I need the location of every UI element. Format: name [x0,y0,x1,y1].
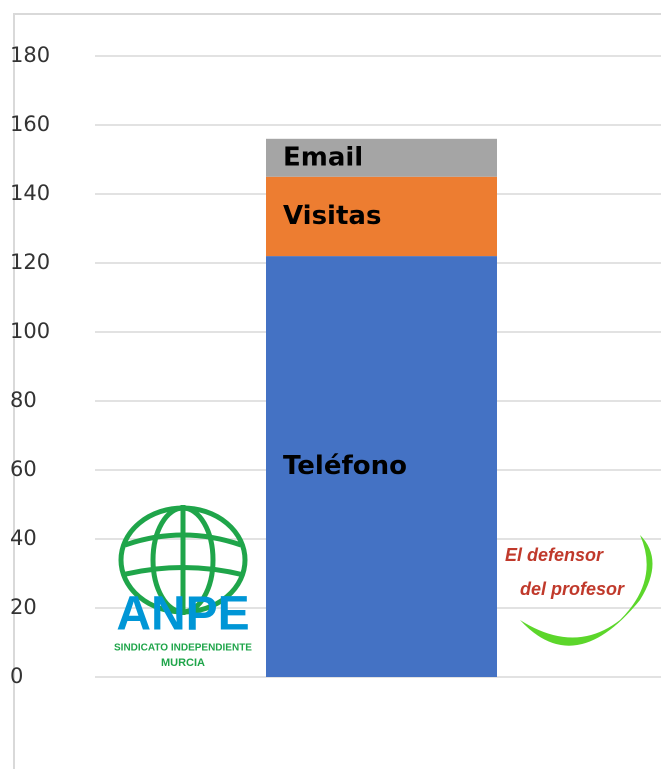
y-tick-label: 0 [10,664,23,688]
y-tick-label: 40 [10,526,37,550]
defensor-logo: El defensor del profesor [505,535,653,646]
y-tick-label: 100 [10,319,50,343]
y-tick-label: 140 [10,181,50,205]
logo-text: del profesor [520,579,625,599]
chart-frame [13,13,661,769]
segment-label: Email [283,142,363,172]
segment-label: Teléfono [283,451,407,481]
y-tick-label: 80 [10,388,37,412]
bar-segment [266,256,497,677]
y-tick-label: 180 [10,43,50,67]
y-tick-label: 60 [10,457,37,481]
y-tick-label: 120 [10,250,50,274]
bar-segment [266,138,497,177]
y-tick-label: 160 [10,112,50,136]
logo-text: MURCIA [161,657,205,669]
logo-text: ANPE [116,588,249,641]
logo-text: SINDICATO INDEPENDIENTE [114,643,252,654]
bar-segment [266,176,497,257]
logo-text: El defensor [505,545,604,565]
y-tick-label: 20 [10,595,37,619]
anpe-logo: ANPE SINDICATO INDEPENDIENTE MURCIA [114,505,252,669]
segment-label: Visitas [283,201,381,231]
